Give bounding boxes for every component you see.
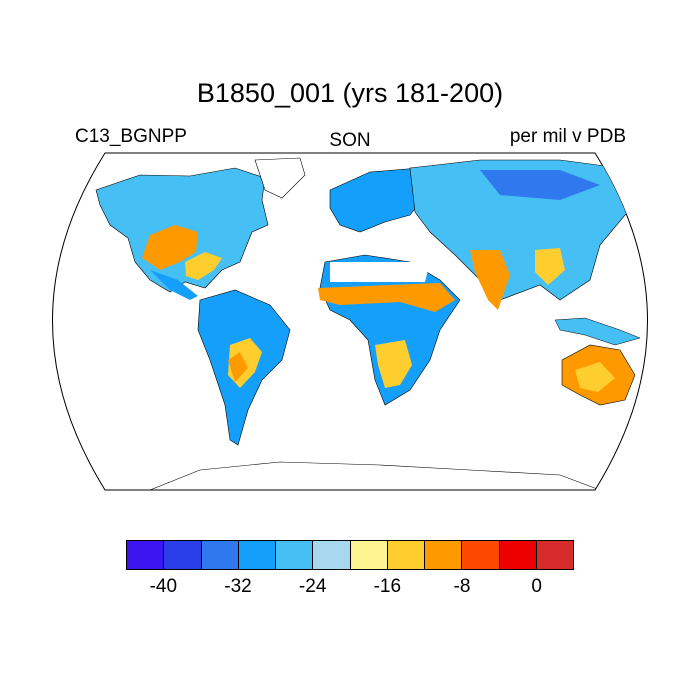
- colorbar-swatch: [127, 541, 165, 569]
- colorbar-tick-label: -8: [453, 576, 471, 597]
- season-label: SON: [329, 130, 371, 151]
- colorbar-swatch: [499, 541, 537, 569]
- southern-africa-warm: [375, 340, 412, 388]
- antarctica: [149, 461, 601, 490]
- north-america-mild: [185, 252, 222, 280]
- units-label: per mil v PDB: [509, 126, 626, 147]
- colorbar-swatch: [425, 541, 463, 569]
- colorbar-tick-label: 0: [531, 576, 542, 597]
- colorbar-swatch: [387, 541, 425, 569]
- india-warm: [470, 250, 510, 310]
- north-america-warm: [142, 225, 198, 270]
- colorbar-swatch: [164, 541, 202, 569]
- colorbar-swatch: [536, 541, 573, 569]
- greenland: [254, 157, 306, 199]
- colorbar-swatch: [276, 541, 314, 569]
- australia-mild: [575, 362, 615, 392]
- indonesia: [554, 317, 641, 346]
- colorbar: [126, 540, 574, 570]
- colorbar-tick-label: -32: [224, 576, 252, 597]
- asia-mild: [535, 248, 565, 285]
- colorbar-swatch: [350, 541, 388, 569]
- land-fields: [95, 157, 648, 490]
- asia-deep: [480, 170, 600, 200]
- colorbar-swatch: [238, 541, 276, 569]
- map-title: B1850_001 (yrs 181-200): [196, 78, 504, 108]
- mexico: [150, 270, 198, 300]
- colorbar-tick-label: -16: [373, 576, 402, 597]
- colorbar-swatch: [462, 541, 500, 569]
- colorbar-swatch: [201, 541, 239, 569]
- south-america-hot: [228, 352, 248, 382]
- colorbar-swatch: [313, 541, 351, 569]
- variable-label: C13_BGNPP: [75, 126, 187, 147]
- sahel-warm: [318, 283, 455, 312]
- sahara: [330, 262, 430, 282]
- colorbar-tick-label: -24: [298, 576, 327, 597]
- europe: [329, 167, 431, 233]
- colorbar-tick-label: -40: [149, 576, 178, 597]
